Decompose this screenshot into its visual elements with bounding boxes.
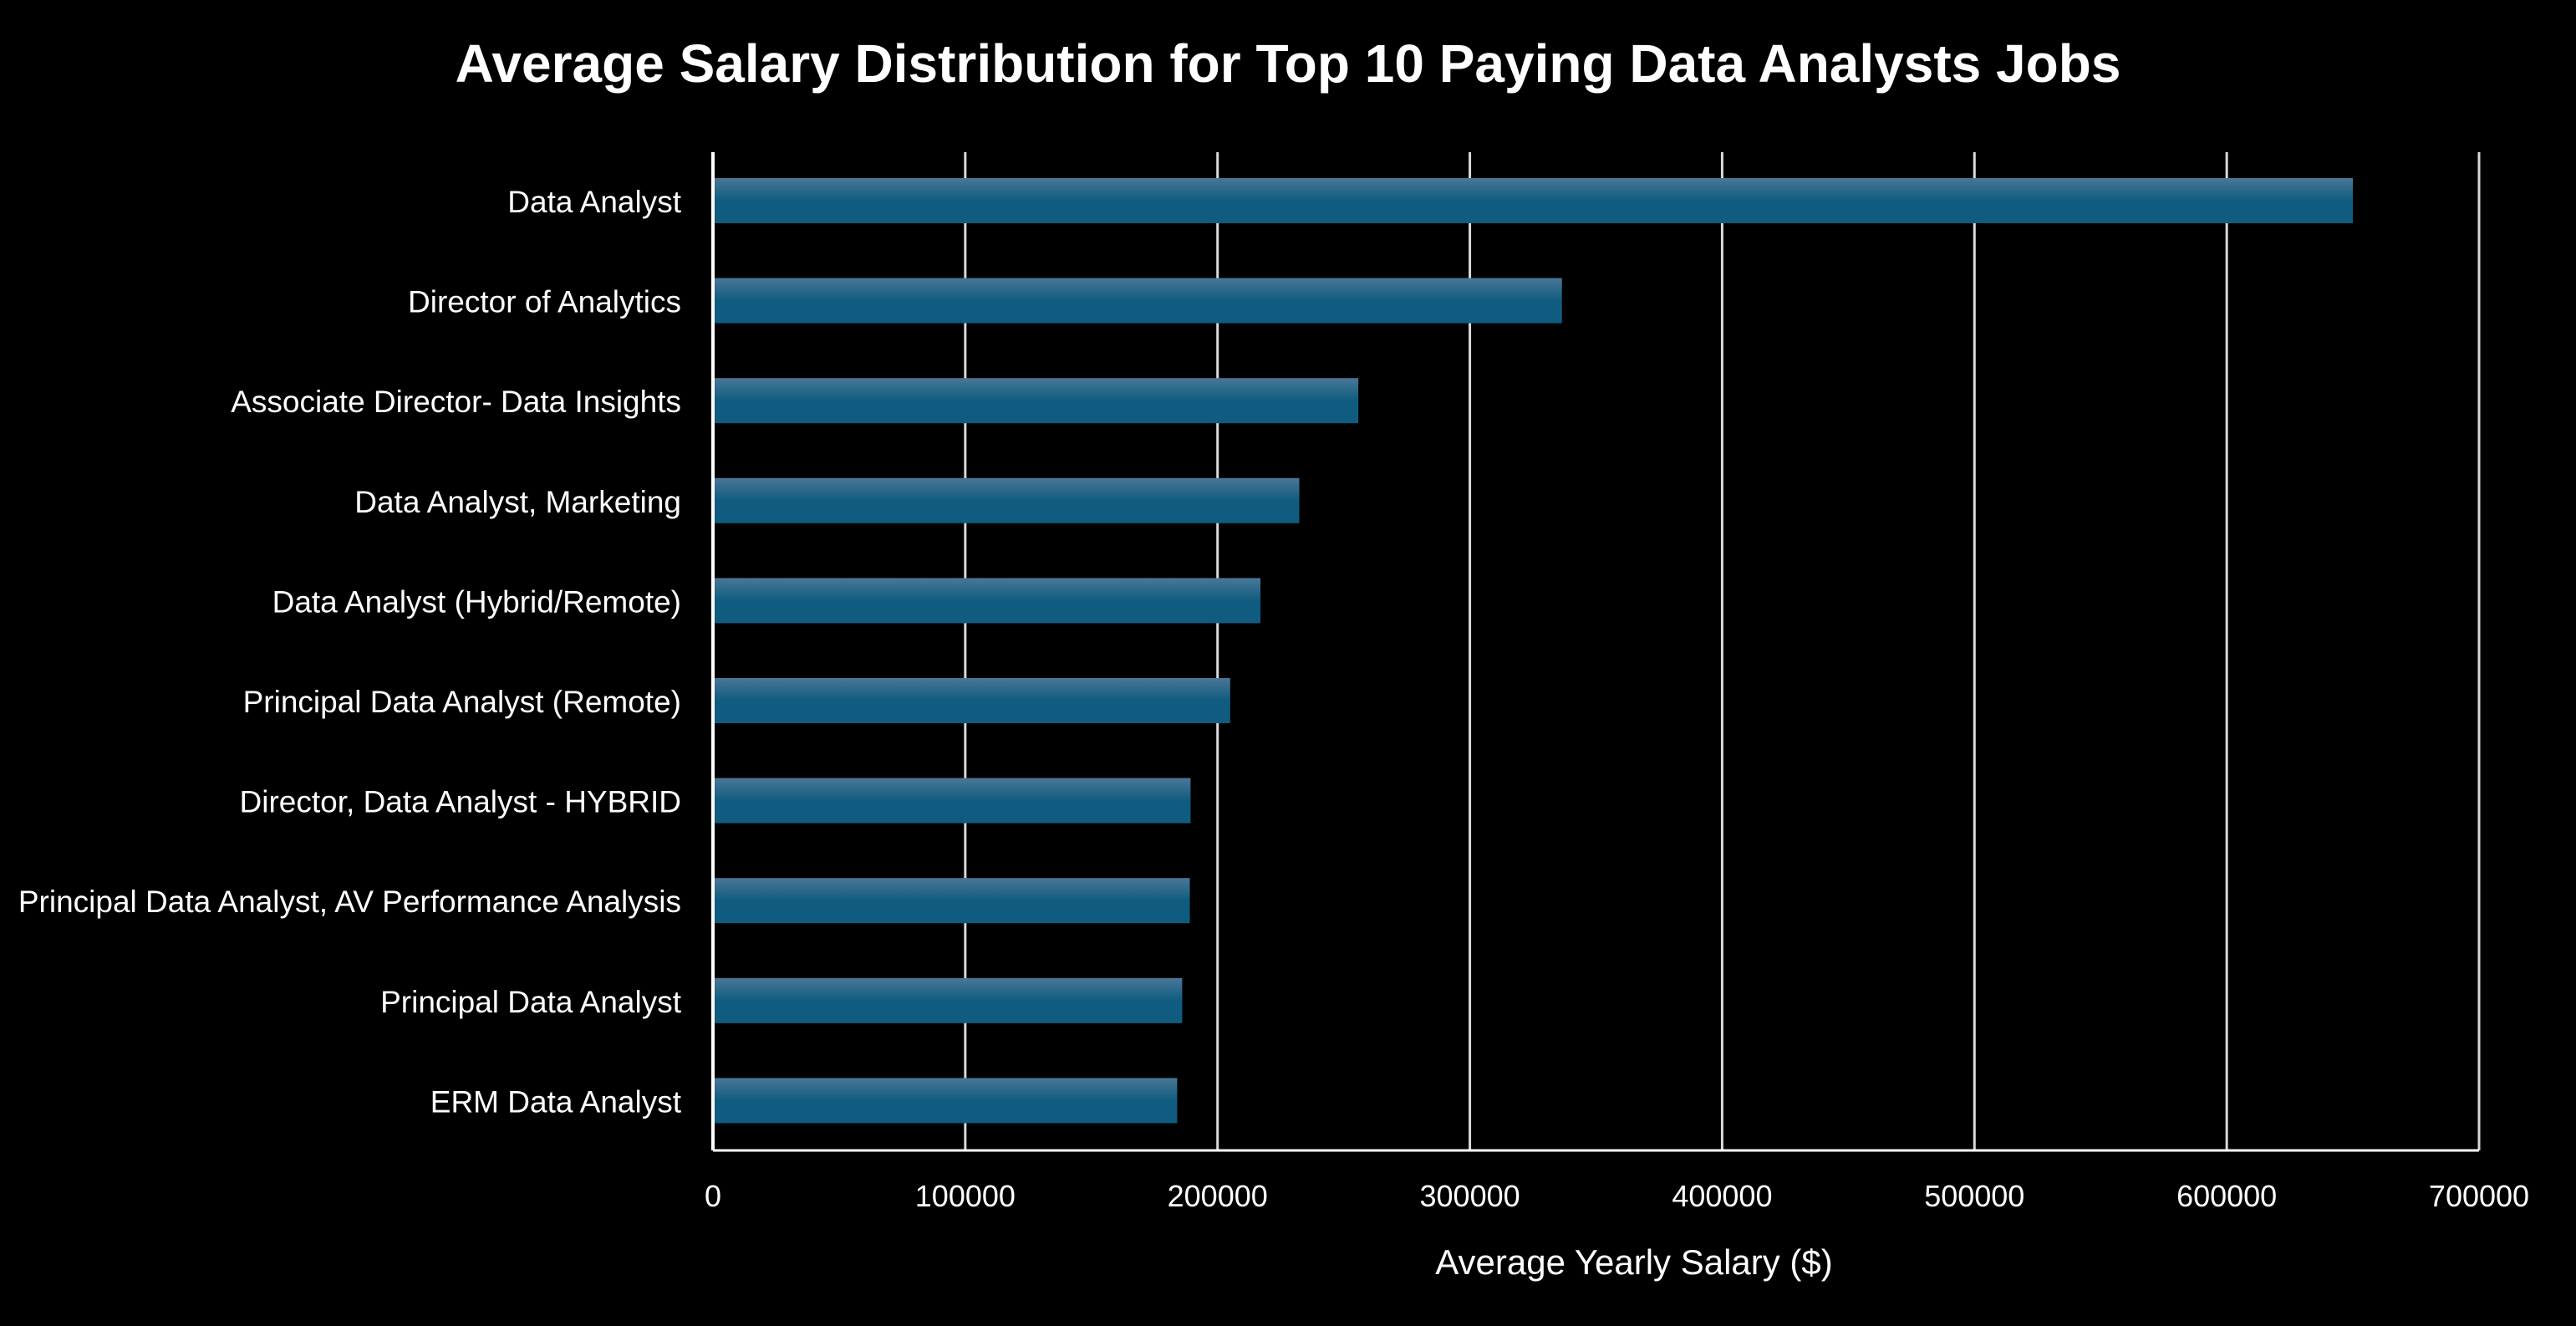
x-tick-label: 300000: [1420, 1179, 1520, 1213]
bar: [713, 477, 1300, 523]
category-label: Data Analyst, Marketing: [354, 485, 681, 519]
bar: [713, 977, 1183, 1023]
category-label: Principal Data Analyst: [380, 985, 682, 1019]
x-tick-label: 0: [705, 1179, 721, 1213]
bar: [713, 378, 1359, 424]
bar: [713, 778, 1191, 824]
x-tick-label: 200000: [1168, 1179, 1268, 1213]
category-label: Director of Analytics: [408, 285, 681, 319]
x-axis-title: Average Yearly Salary ($): [1435, 1242, 1833, 1282]
category-label: Data Analyst (Hybrid/Remote): [272, 584, 681, 619]
x-tick-label: 600000: [2176, 1179, 2277, 1213]
category-label: Director, Data Analyst - HYBRID: [240, 785, 681, 819]
category-label: Data Analyst: [507, 185, 681, 219]
x-tick-labels: 0 100000 200000 300000 400000 500000 600000 700…: [705, 1179, 2529, 1213]
bar: [713, 278, 1562, 324]
bars: [713, 178, 2354, 1124]
x-tick-label: 700000: [2429, 1179, 2529, 1213]
bar: [713, 578, 1261, 624]
bar: [713, 678, 1230, 723]
x-tick-label: 100000: [915, 1179, 1016, 1213]
chart-title: Average Salary Distribution for Top 10 P…: [456, 33, 2121, 94]
x-tick-label: 500000: [1924, 1179, 2024, 1213]
bar: [713, 178, 2354, 223]
category-label: Associate Director- Data Insights: [231, 385, 681, 419]
x-tick-label: 400000: [1672, 1179, 1772, 1213]
category-label: Principal Data Analyst (Remote): [243, 685, 681, 719]
bar: [713, 878, 1190, 924]
category-labels: Data Analyst Director of Analytics Associa…: [18, 185, 682, 1119]
category-label: Principal Data Analyst, AV Performance A…: [18, 885, 681, 919]
bar: [713, 1078, 1178, 1124]
category-label: ERM Data Analyst: [430, 1084, 682, 1119]
